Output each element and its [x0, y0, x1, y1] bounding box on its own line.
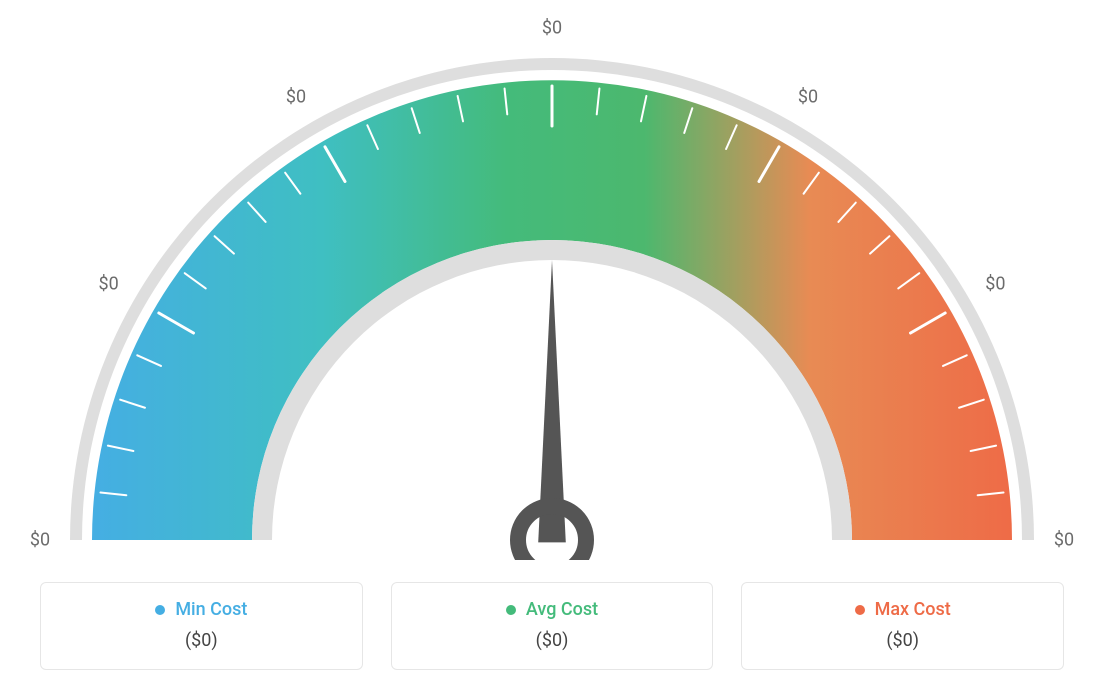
legend-value-avg: ($0) — [404, 630, 701, 651]
scale-label-3: $0 — [542, 18, 562, 39]
scale-label-6: $0 — [1054, 530, 1074, 551]
cost-gauge-chart: $0 $0 $0 $0 $0 $0 $0 Min Cost ($0) Avg Cost ($… — [0, 0, 1104, 690]
scale-label-0: $0 — [30, 530, 50, 551]
legend-card-min: Min Cost ($0) — [40, 582, 363, 670]
gauge-area: $0 $0 $0 $0 $0 $0 $0 — [0, 0, 1104, 560]
scale-label-2: $0 — [286, 86, 306, 107]
legend-label-avg: Avg Cost — [526, 599, 598, 620]
legend-row: Min Cost ($0) Avg Cost ($0) Max Cost ($0… — [40, 582, 1064, 670]
legend-label-max: Max Cost — [875, 599, 951, 620]
legend-card-max: Max Cost ($0) — [741, 582, 1064, 670]
legend-label-min: Min Cost — [175, 599, 247, 620]
legend-card-avg: Avg Cost ($0) — [391, 582, 714, 670]
legend-value-max: ($0) — [754, 630, 1051, 651]
scale-label-4: $0 — [798, 86, 818, 107]
scale-label-5: $0 — [985, 274, 1005, 295]
gauge-svg — [0, 0, 1104, 560]
scale-label-1: $0 — [98, 274, 118, 295]
legend-value-min: ($0) — [53, 630, 350, 651]
legend-dot-min — [155, 605, 165, 615]
legend-dot-avg — [506, 605, 516, 615]
legend-dot-max — [855, 605, 865, 615]
